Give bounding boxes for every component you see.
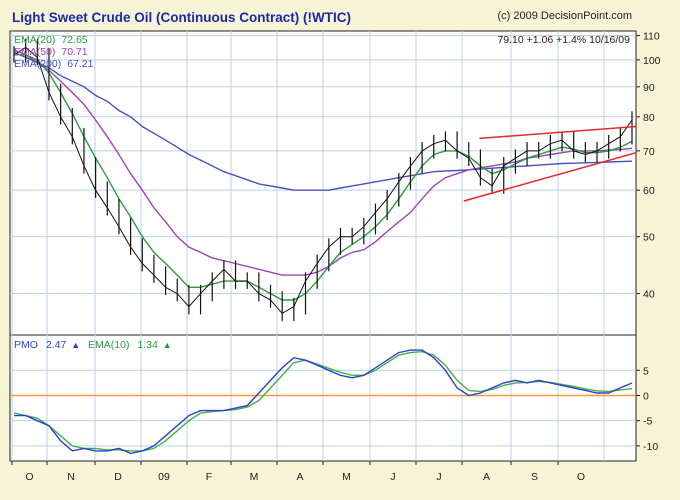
legend-ema20: EMA(20) 72.65 <box>14 34 88 46</box>
legend-pmo-ema-value: 1.34 <box>137 339 158 351</box>
legend-ema200-label: EMA(200) <box>14 58 61 70</box>
chart-title: Light Sweet Crude Oil (Continuous Contra… <box>12 10 351 25</box>
legend-pmo-ema-label: EMA(10) <box>88 339 129 351</box>
legend-ema20-label: EMA(20) <box>14 34 55 46</box>
legend-ema50-label: EMA(50) <box>14 46 55 58</box>
price-y-tick-label: 70 <box>643 146 655 158</box>
legend-pmo-value: 2.47 <box>46 339 67 351</box>
ema200-line <box>13 51 633 191</box>
ema20-line <box>14 54 633 301</box>
legend-ema200: EMA(200) 67.21 <box>14 58 94 70</box>
x-month-label: A <box>483 471 490 483</box>
quote-text: 79.10 +1.06 +1.4% 10/16/09 <box>497 34 630 46</box>
price-legend: 79.10 +1.06 +1.4% 10/16/09 EMA(20) 72.65… <box>14 34 630 70</box>
pmo-y-tick-label: -10 <box>643 441 658 453</box>
x-month-label: F <box>206 471 212 483</box>
price-y-tick-label: 110 <box>643 31 660 43</box>
x-month-label: A <box>296 471 303 483</box>
pmo-y-tick-label: 5 <box>643 365 649 377</box>
pmo-line <box>14 349 633 455</box>
legend-ema200-value: 67.21 <box>67 58 93 70</box>
legend-pmo-arrow: ▲ <box>71 340 80 350</box>
lower-channel-line <box>463 151 637 202</box>
price-y-tick-label: 60 <box>643 185 655 197</box>
legend-pmo: PMO 2.47 ▲ EMA(10) 1.34 ▲ <box>14 339 172 351</box>
pmo-legend: PMO 2.47 ▲ EMA(10) 1.34 ▲ <box>14 339 172 351</box>
x-month-label: N <box>67 471 75 483</box>
x-month-label: O <box>577 471 585 483</box>
pmo-y-tick-label: 0 <box>643 390 649 402</box>
pmo-layer <box>10 349 636 455</box>
x-month-label: D <box>114 471 122 483</box>
upper-channel-line <box>479 125 637 140</box>
x-month-label: J <box>390 471 395 483</box>
legend-ema20-value: 72.65 <box>61 34 87 46</box>
price-y-tick-label: 100 <box>643 55 661 67</box>
legend-pmo-label: PMO <box>14 339 38 351</box>
price-y-tick-label: 50 <box>643 232 655 244</box>
pmo-y-tick-label: -5 <box>643 416 652 428</box>
legend-ema50: EMA(50) 70.71 <box>14 46 88 58</box>
x-month-label: O <box>25 471 33 483</box>
copyright-text: (c) 2009 DecisionPoint.com <box>497 10 632 22</box>
axis-layer: 40 50 60 70 80 90 100 110 -10 -5 0 5 O N D 09 F M A M J J A S O <box>11 31 661 483</box>
price-layer <box>13 38 637 322</box>
x-month-label: M <box>250 471 259 483</box>
legend-ema50-value: 70.71 <box>61 46 87 58</box>
x-month-label: J <box>436 471 441 483</box>
legend-pmo-ema-arrow: ▲ <box>163 340 172 350</box>
price-y-tick-label: 40 <box>643 289 655 301</box>
price-y-tick-label: 90 <box>643 82 655 94</box>
price-line <box>13 46 633 315</box>
x-month-label: M <box>342 471 351 483</box>
price-y-tick-label: 80 <box>643 112 655 124</box>
x-month-label: 09 <box>158 471 170 483</box>
x-month-label: S <box>531 471 538 483</box>
